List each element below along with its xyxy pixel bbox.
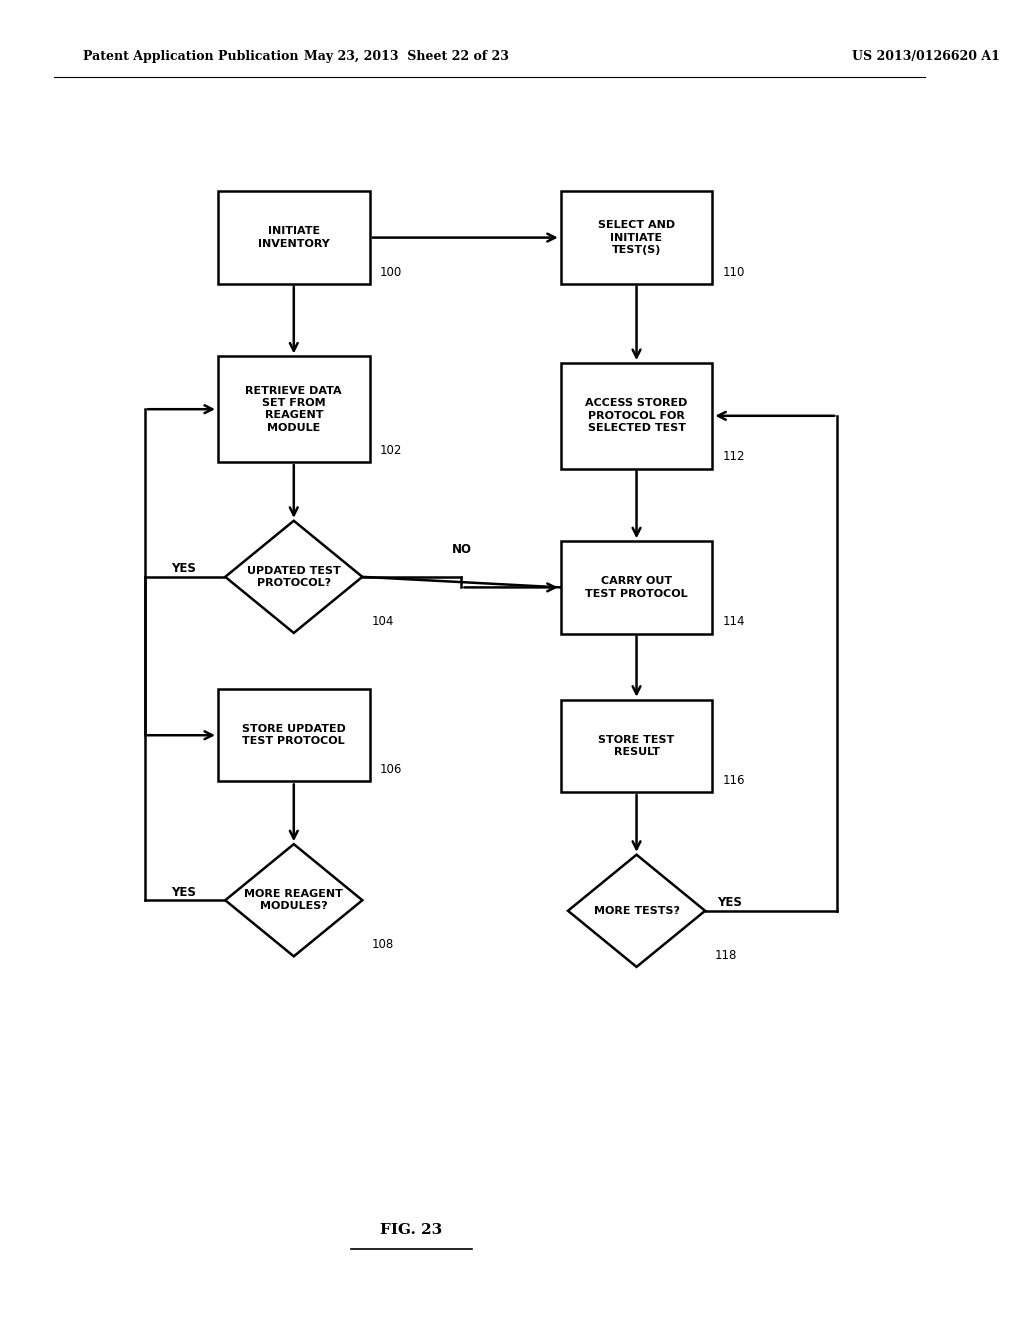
- FancyBboxPatch shape: [218, 356, 370, 462]
- Text: 104: 104: [372, 615, 394, 628]
- Text: FIG. 23: FIG. 23: [380, 1224, 442, 1237]
- Polygon shape: [568, 855, 706, 966]
- FancyBboxPatch shape: [561, 541, 713, 634]
- FancyBboxPatch shape: [218, 689, 370, 781]
- Text: UPDATED TEST
PROTOCOL?: UPDATED TEST PROTOCOL?: [247, 566, 341, 587]
- Text: INITIATE
INVENTORY: INITIATE INVENTORY: [258, 227, 330, 248]
- Text: YES: YES: [171, 886, 196, 899]
- FancyBboxPatch shape: [561, 363, 713, 469]
- Text: 114: 114: [722, 615, 744, 628]
- Text: 100: 100: [380, 265, 401, 279]
- Polygon shape: [225, 521, 362, 634]
- Text: MORE TESTS?: MORE TESTS?: [594, 906, 680, 916]
- FancyBboxPatch shape: [561, 700, 713, 792]
- Text: STORE UPDATED
TEST PROTOCOL: STORE UPDATED TEST PROTOCOL: [242, 725, 346, 746]
- Text: YES: YES: [717, 896, 741, 909]
- Text: 106: 106: [380, 763, 401, 776]
- Text: US 2013/0126620 A1: US 2013/0126620 A1: [852, 50, 999, 63]
- Text: 116: 116: [722, 774, 744, 787]
- Text: YES: YES: [171, 562, 196, 576]
- Text: MORE REAGENT
MODULES?: MORE REAGENT MODULES?: [245, 890, 343, 911]
- FancyBboxPatch shape: [218, 191, 370, 284]
- Text: May 23, 2013  Sheet 22 of 23: May 23, 2013 Sheet 22 of 23: [304, 50, 509, 63]
- Text: RETRIEVE DATA
SET FROM
REAGENT
MODULE: RETRIEVE DATA SET FROM REAGENT MODULE: [246, 385, 342, 433]
- Polygon shape: [225, 845, 362, 956]
- Text: ACCESS STORED
PROTOCOL FOR
SELECTED TEST: ACCESS STORED PROTOCOL FOR SELECTED TEST: [586, 399, 688, 433]
- Text: 112: 112: [722, 450, 744, 463]
- FancyBboxPatch shape: [561, 191, 713, 284]
- Text: 102: 102: [380, 444, 401, 457]
- Text: 110: 110: [722, 265, 744, 279]
- Text: 118: 118: [715, 949, 737, 961]
- Text: CARRY OUT
TEST PROTOCOL: CARRY OUT TEST PROTOCOL: [586, 577, 688, 598]
- Text: NO: NO: [452, 543, 471, 556]
- Text: 108: 108: [372, 939, 394, 950]
- Text: SELECT AND
INITIATE
TEST(S): SELECT AND INITIATE TEST(S): [598, 220, 675, 255]
- Text: STORE TEST
RESULT: STORE TEST RESULT: [598, 735, 675, 756]
- Text: Patent Application Publication: Patent Application Publication: [83, 50, 299, 63]
